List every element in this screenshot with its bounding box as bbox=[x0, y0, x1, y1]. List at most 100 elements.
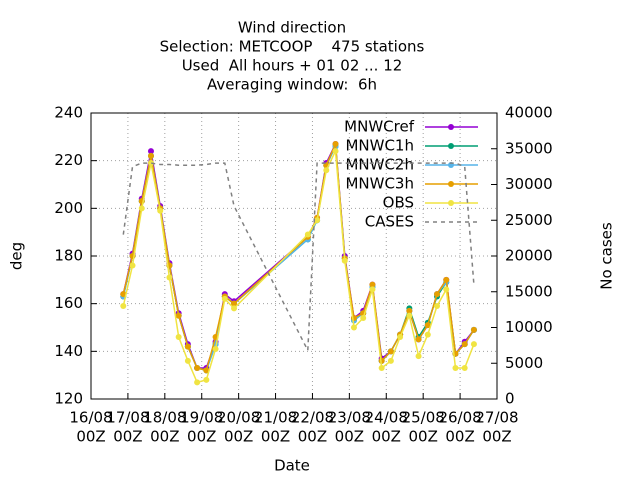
data-point bbox=[434, 303, 441, 310]
data-point bbox=[221, 295, 228, 302]
data-point bbox=[341, 257, 348, 264]
data-point bbox=[443, 286, 450, 293]
y-tick-label: 200 bbox=[54, 199, 83, 217]
y2-tick-label: 40000 bbox=[505, 104, 553, 122]
x-tick-label: 27/08 bbox=[475, 409, 518, 427]
data-point bbox=[434, 291, 441, 298]
x-tick-label: 00Z bbox=[150, 428, 179, 446]
chart-subtitle: Selection: METCOOP 475 stations bbox=[160, 38, 425, 56]
data-point bbox=[387, 348, 394, 355]
x-tick-label: 18/08 bbox=[143, 409, 186, 427]
x-tick-label: 00Z bbox=[408, 428, 437, 446]
data-point bbox=[415, 353, 422, 360]
data-point bbox=[350, 324, 357, 331]
legend-label: OBS bbox=[383, 194, 414, 212]
series-line bbox=[122, 148, 475, 384]
data-point bbox=[120, 303, 127, 310]
data-point bbox=[424, 322, 431, 329]
data-point bbox=[369, 281, 376, 288]
x-axis-label: Date bbox=[274, 457, 310, 475]
x-tick-label: 00Z bbox=[76, 428, 105, 446]
data-point bbox=[184, 343, 191, 350]
y-tick-label: 140 bbox=[54, 342, 83, 360]
legend-label: MNWC3h bbox=[345, 175, 414, 193]
data-point bbox=[166, 274, 173, 281]
data-point bbox=[332, 140, 339, 147]
data-point bbox=[138, 205, 145, 212]
x-tick-label: 21/08 bbox=[254, 409, 297, 427]
data-point bbox=[212, 345, 219, 352]
x-tick-label: 17/08 bbox=[106, 409, 149, 427]
data-point bbox=[415, 336, 422, 343]
y-tick-label: 160 bbox=[54, 294, 83, 312]
y2-tick-label: 30000 bbox=[505, 175, 553, 193]
legend-label: CASES bbox=[365, 213, 414, 231]
data-point bbox=[147, 152, 154, 159]
data-point bbox=[470, 326, 477, 333]
legend-marker bbox=[448, 181, 454, 187]
data-point bbox=[378, 365, 385, 372]
y2-tick-label: 20000 bbox=[505, 247, 553, 265]
data-point bbox=[360, 314, 367, 321]
data-point bbox=[452, 365, 459, 372]
x-tick-label: 00Z bbox=[482, 428, 511, 446]
series-line bbox=[122, 162, 475, 354]
x-tick-label: 24/08 bbox=[365, 409, 408, 427]
legend-marker bbox=[448, 124, 454, 130]
chart-title: Wind direction bbox=[238, 19, 346, 37]
data-point bbox=[424, 331, 431, 338]
data-point bbox=[470, 341, 477, 348]
data-point bbox=[406, 307, 413, 314]
y2-tick-label: 10000 bbox=[505, 318, 553, 336]
data-point bbox=[231, 300, 238, 307]
y2-tick-label: 35000 bbox=[505, 139, 553, 157]
data-point bbox=[397, 334, 404, 341]
y2-tick-label: 5000 bbox=[505, 354, 543, 372]
y2-tick-label: 0 bbox=[505, 390, 515, 408]
x-tick-label: 26/08 bbox=[438, 409, 481, 427]
x-tick-label: 00Z bbox=[298, 428, 327, 446]
data-point bbox=[203, 376, 210, 383]
data-point bbox=[175, 312, 182, 319]
data-point bbox=[443, 276, 450, 283]
y-axis-label: deg bbox=[8, 242, 26, 270]
legend-label: MNWC1h bbox=[345, 137, 414, 155]
data-point bbox=[203, 367, 210, 374]
x-tick-label: 22/08 bbox=[291, 409, 334, 427]
data-point bbox=[323, 167, 330, 174]
data-point bbox=[157, 207, 164, 214]
data-point bbox=[120, 291, 127, 298]
data-point bbox=[406, 312, 413, 319]
data-point bbox=[304, 231, 311, 238]
y-tick-label: 240 bbox=[54, 104, 83, 122]
x-tick-label: 19/08 bbox=[180, 409, 223, 427]
x-tick-label: 00Z bbox=[187, 428, 216, 446]
chart-subtitle: Used All hours + 01 02 ... 12 bbox=[182, 57, 403, 75]
x-tick-label: 00Z bbox=[335, 428, 364, 446]
legend-marker bbox=[448, 143, 454, 149]
data-point bbox=[147, 148, 154, 155]
data-point bbox=[332, 148, 339, 155]
data-point bbox=[194, 365, 201, 372]
x-tick-label: 00Z bbox=[261, 428, 290, 446]
chart-subtitle: Averaging window: 6h bbox=[207, 76, 377, 94]
y-tick-label: 180 bbox=[54, 247, 83, 265]
data-point bbox=[369, 286, 376, 293]
x-tick-label: 00Z bbox=[372, 428, 401, 446]
legend-label: MNWCref bbox=[344, 118, 415, 136]
data-point bbox=[147, 160, 154, 167]
legend-label: MNWC2h bbox=[345, 156, 414, 174]
x-tick-label: 16/08 bbox=[69, 409, 112, 427]
data-point bbox=[461, 365, 468, 372]
data-point bbox=[231, 305, 238, 312]
data-point bbox=[129, 262, 136, 269]
data-point bbox=[387, 357, 394, 364]
legend-marker bbox=[448, 200, 454, 206]
data-point bbox=[194, 379, 201, 386]
x-tick-label: 00Z bbox=[113, 428, 142, 446]
y2-tick-label: 15000 bbox=[505, 282, 553, 300]
x-tick-label: 25/08 bbox=[402, 409, 445, 427]
y2-axis-label: No cases bbox=[598, 222, 616, 290]
